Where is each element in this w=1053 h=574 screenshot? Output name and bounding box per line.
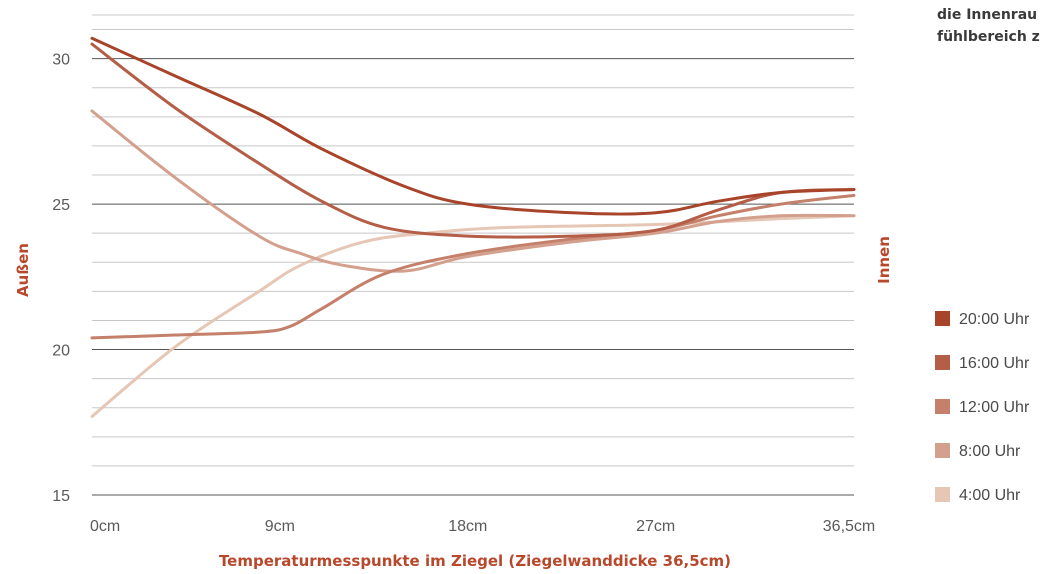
legend-swatch [935, 311, 950, 326]
x-tick-label: 36,5cm [823, 518, 875, 535]
y-tick-label: 30 [52, 52, 70, 69]
x-tick-labels: 0cm 9cm 18cm 27cm 36,5cm [90, 518, 875, 535]
legend-swatch [935, 487, 950, 502]
legend-label: 12:00 Uhr [959, 399, 1030, 416]
legend-swatch [935, 399, 950, 414]
y-axis-title-left: Außen [14, 243, 32, 297]
series-line-1200 [90, 193, 856, 340]
series-line-1600 [90, 42, 856, 239]
x-tick-label: 27cm [636, 518, 675, 535]
note-line-1: die Innenrau [937, 7, 1037, 23]
note-line-2: fühlbereich z [937, 29, 1040, 45]
legend-swatch [935, 443, 950, 458]
legend: 20:00 Uhr 16:00 Uhr 12:00 Uhr 8:00 Uhr 4:00 … [935, 311, 1030, 504]
x-tick-label: 0cm [90, 518, 120, 535]
series-line-400 [90, 214, 856, 418]
y-tick-label: 20 [52, 343, 70, 360]
series-line-800 [90, 109, 856, 273]
y-tick-label: 25 [52, 197, 70, 214]
series-line-2000 [90, 36, 856, 216]
y-tick-labels: 15 20 25 30 [52, 52, 70, 505]
grid-lines [92, 14, 854, 496]
y-tick-label: 15 [52, 488, 70, 505]
legend-label: 20:00 Uhr [959, 311, 1030, 328]
legend-label: 16:00 Uhr [959, 355, 1030, 372]
legend-swatch [935, 355, 950, 370]
y-axis-title-right: Innen [875, 236, 893, 284]
x-tick-label: 9cm [265, 518, 295, 535]
legend-label: 8:00 Uhr [959, 443, 1021, 460]
x-tick-label: 18cm [448, 518, 487, 535]
series-lines [90, 36, 856, 418]
x-axis-title: Temperaturmesspunkte im Ziegel (Ziegelwa… [219, 552, 731, 570]
legend-label: 4:00 Uhr [959, 487, 1021, 504]
